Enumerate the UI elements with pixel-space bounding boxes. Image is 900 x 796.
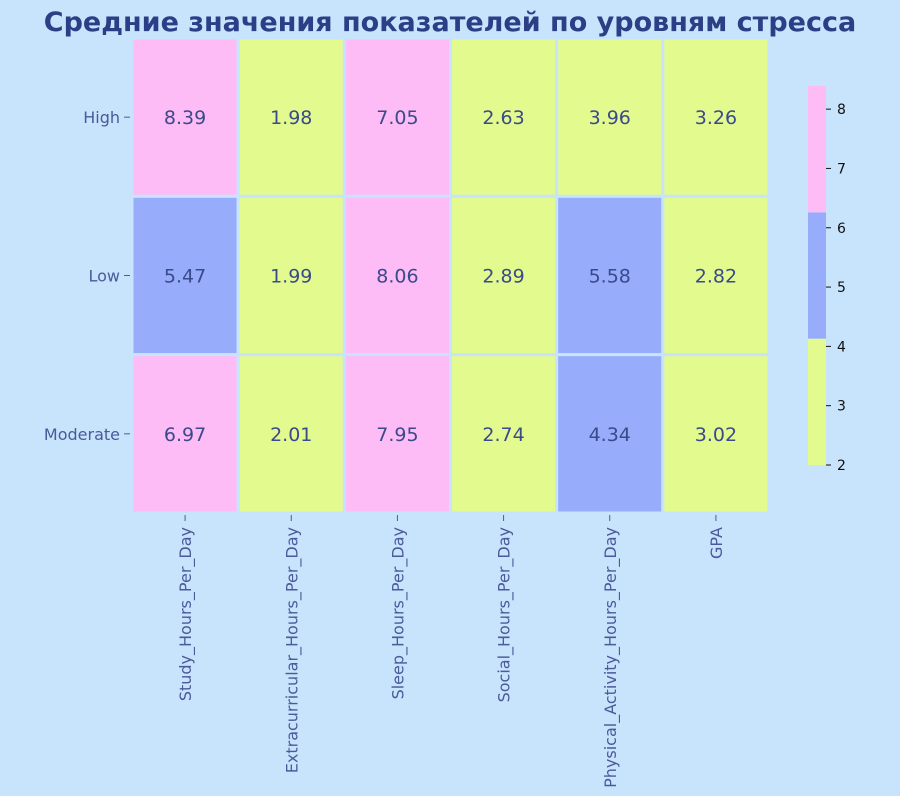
x-tick-label: GPA: [707, 527, 726, 559]
heatmap-cell: [661, 36, 771, 198]
x-tick-label: Sleep_Hours_Per_Day: [388, 527, 408, 699]
cell-value-label: 3.26: [695, 107, 737, 129]
heatmap-cell: [555, 353, 665, 515]
cell-value-label: 8.39: [164, 107, 206, 129]
cell-value-label: 3.02: [695, 424, 737, 446]
heatmap-cell: [236, 353, 346, 515]
cell-value-label: 3.96: [589, 107, 631, 129]
colorbar-tick-label: 5: [837, 280, 846, 296]
x-tick-label: Study_Hours_Per_Day: [176, 527, 196, 701]
heatmap-cell: [236, 194, 346, 357]
chart-title: Средние значения показателей по уровням …: [44, 7, 856, 38]
y-tick-label: High: [83, 108, 120, 127]
colorbar-segment: [808, 212, 826, 339]
colorbar-tick-label: 3: [837, 399, 846, 415]
cell-value-label: 2.01: [270, 424, 312, 446]
cell-value-label: 2.89: [482, 266, 524, 288]
x-axis-labels: Study_Hours_Per_Day Extracurricular_Hours…: [176, 515, 726, 788]
cell-value-label: 4.34: [589, 424, 631, 446]
colorbar-tick-label: 7: [837, 161, 846, 177]
x-tick-label: Social_Hours_Per_Day: [495, 527, 515, 702]
heatmap-cell: [130, 353, 240, 515]
heatmap-cell: [130, 36, 240, 198]
heatmap-cells: 8.39 1.98 7.05 2.63 3.96 3.26 5.47 1.99 8.06 2.89…: [130, 36, 771, 515]
colorbar-tick-label: 4: [837, 339, 846, 355]
y-tick-label: Low: [88, 267, 120, 286]
heatmap-cell: [449, 194, 559, 357]
x-tick-label: Extracurricular_Hours_Per_Day: [282, 527, 302, 773]
y-axis-labels: High Low Moderate: [44, 108, 130, 444]
cell-value-label: 7.95: [376, 424, 418, 446]
colorbar-segment: [808, 86, 826, 213]
cell-value-label: 5.47: [164, 266, 206, 288]
cell-value-label: 1.98: [270, 107, 312, 129]
y-tick-label: Moderate: [44, 425, 120, 444]
colorbar-tick-label: 6: [837, 221, 846, 237]
heatmap-cell: [449, 353, 559, 515]
cell-value-label: 5.58: [589, 266, 631, 288]
heatmap-cell: [236, 36, 346, 198]
cell-value-label: 8.06: [376, 266, 418, 288]
cell-value-label: 2.74: [482, 424, 524, 446]
x-tick-label: Physical_Activity_Hours_Per_Day: [601, 527, 621, 788]
heatmap-cell: [661, 194, 771, 357]
cell-value-label: 2.82: [695, 266, 737, 288]
heatmap-cell: [661, 353, 771, 515]
cell-value-label: 1.99: [270, 266, 312, 288]
colorbar-tick-label: 8: [837, 102, 846, 118]
cell-value-label: 2.63: [482, 107, 524, 129]
cell-value-label: 6.97: [164, 424, 206, 446]
cell-value-label: 7.05: [376, 107, 418, 129]
colorbar-tick-label: 2: [837, 458, 846, 474]
colorbar-segment: [808, 338, 826, 465]
colorbar: 2 3 4 5 6 7 8: [808, 86, 846, 474]
